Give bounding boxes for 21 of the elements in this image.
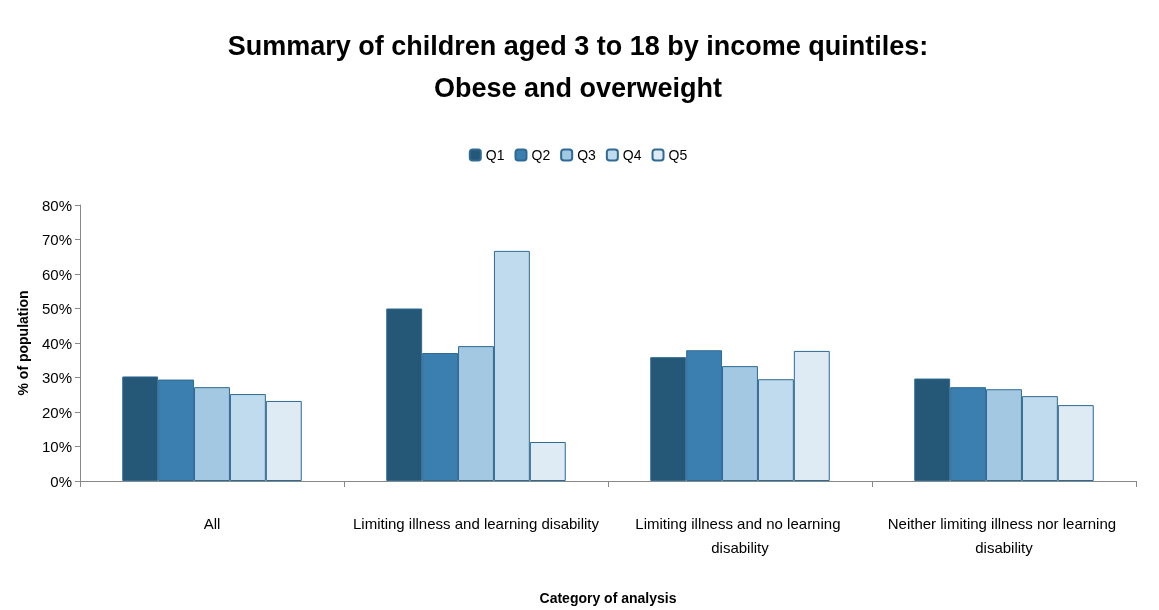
chart-title: Summary of children aged 3 to 18 by income quintiles: Obese and overweight [227, 31, 929, 103]
y-tick-label: 20% [41, 403, 72, 421]
y-tick-label: 10% [41, 438, 72, 455]
x-axis-title: Category of analysis [539, 590, 677, 606]
legend-label: Q1 [485, 147, 505, 163]
legend-label: Q3 [577, 147, 597, 163]
x-tick-label: Limiting illness and no learning disability [635, 514, 845, 556]
x-tick-label: Limiting illness and learning disability [353, 514, 600, 532]
y-tick-label: 80% [41, 196, 72, 214]
legend-label: Q5 [668, 147, 688, 163]
y-tick-label: 70% [41, 231, 72, 248]
y-tick-label: 40% [41, 334, 72, 352]
y-tick-label: 60% [41, 265, 72, 283]
y-tick-label: 50% [41, 300, 72, 317]
y-tick-label: 30% [41, 369, 72, 386]
legend-label: Q2 [531, 147, 551, 163]
legend-label: Q4 [622, 147, 642, 163]
y-axis-title: % of population [15, 290, 31, 396]
y-tick-label: 0% [50, 472, 72, 490]
x-tick-label: Neither limiting illness nor learning disability [887, 514, 1121, 556]
x-tick-label: All [203, 514, 221, 532]
